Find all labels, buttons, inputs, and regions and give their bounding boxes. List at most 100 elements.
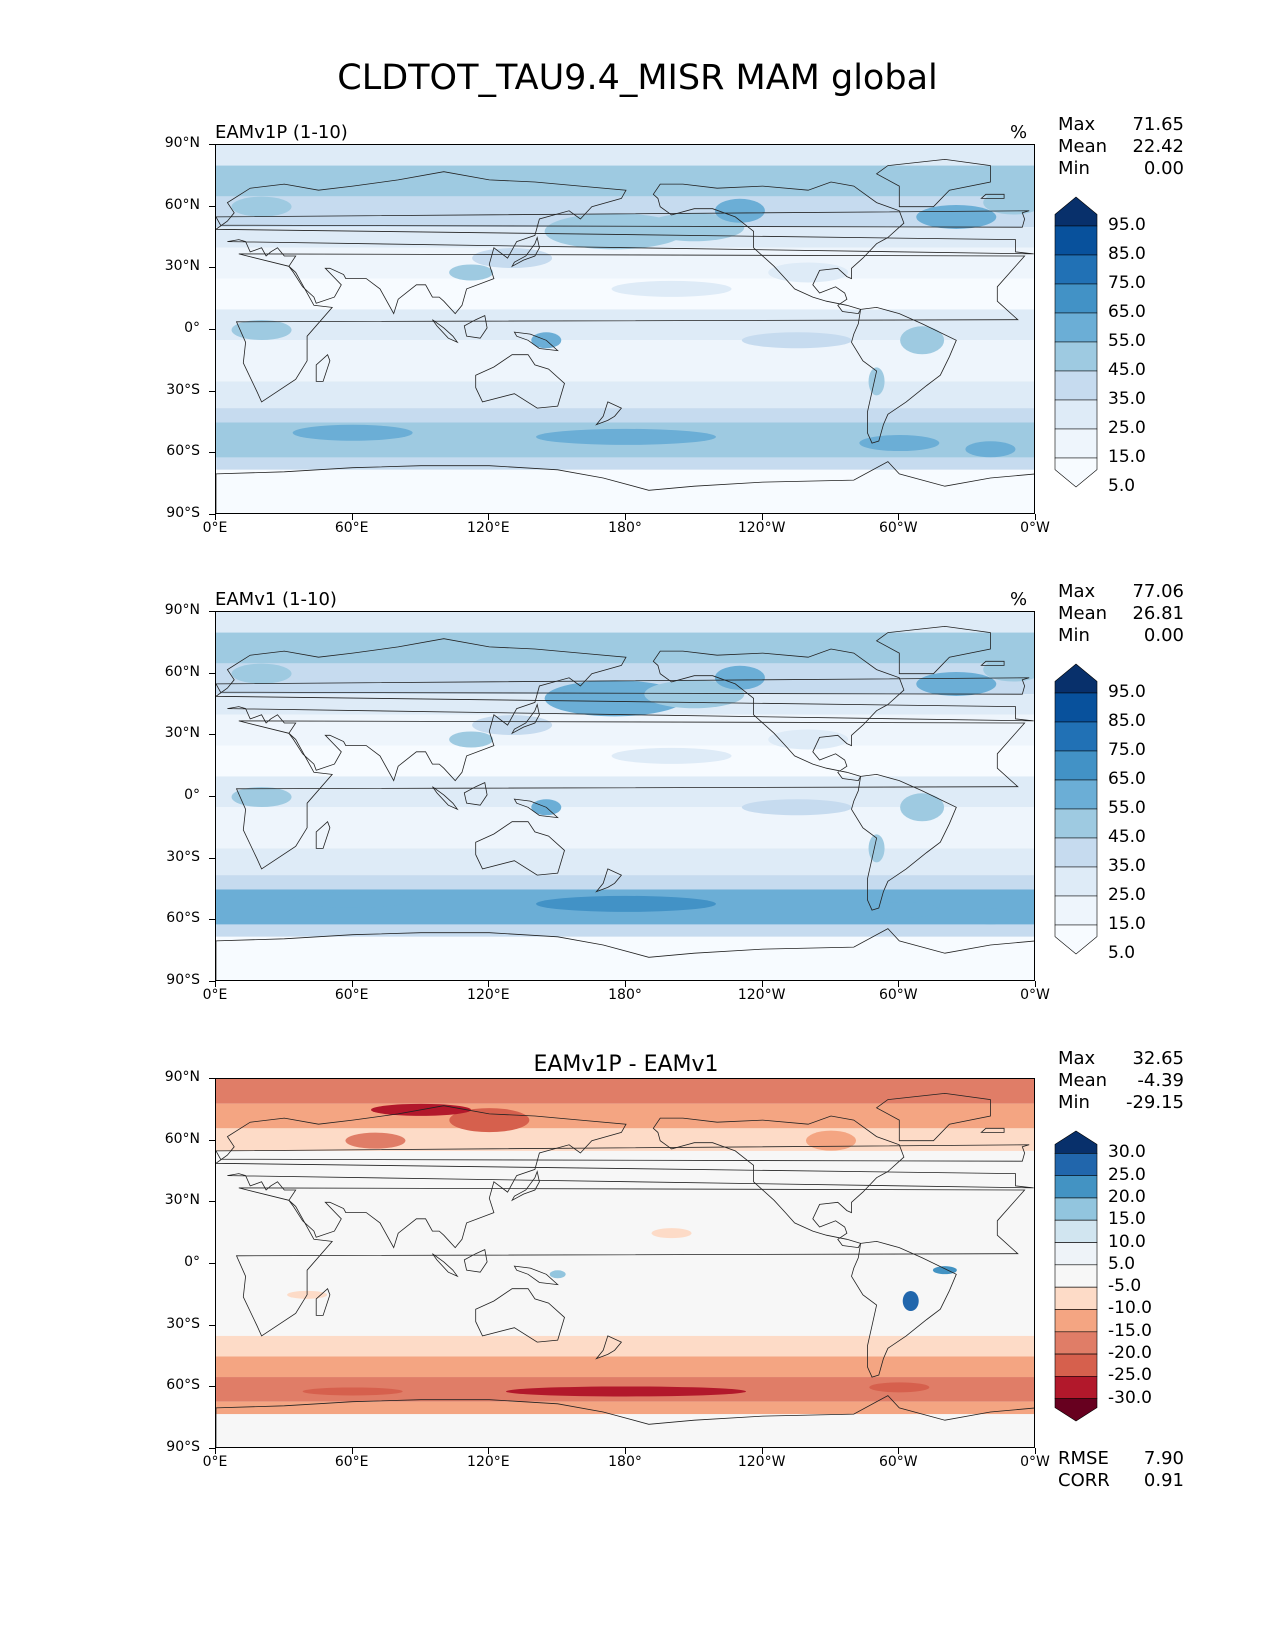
cloud-region [231,787,292,807]
max-label: Max [1058,1048,1096,1069]
colorbar-label: 85.0 [1108,711,1146,731]
x-tick [488,514,490,520]
x-tick [351,981,353,987]
diff-band [216,1356,1034,1378]
cloud-band [216,924,1034,937]
lat-tick-label: 0° [184,787,200,803]
colorbar-label: -30.0 [1108,1387,1152,1408]
lat-tick-label: 0° [184,1254,200,1270]
colorbar-segment [1054,663,1098,694]
colorbar-label: 45.0 [1108,827,1146,847]
coastline [851,1240,957,1378]
coastline [475,821,565,876]
stats-block: Max 32.65 Mean -4.39 Min -29.15 [1058,1048,1184,1114]
x-tick [625,1448,626,1454]
colorbar-segment [1054,370,1098,401]
lon-tick-label: 60°E [334,1454,369,1470]
lat-tick-label: 90°S [166,972,200,988]
panel-eamv1: EAMv1 (1-10) % Max 77.06 Mean 26.81 Min 0.0… [0,581,1275,1059]
coastline [851,773,957,911]
colorbar-label: 20.0 [1108,1186,1146,1207]
colorbar-segment [1054,1219,1098,1243]
x-tick [898,981,900,987]
lat-tick-label: 60°N [164,663,200,680]
y-tick [209,734,215,736]
colorbar-label: 30.0 [1108,1142,1146,1163]
stats-block: Max 77.06 Mean 26.81 Min 0.00 [1058,581,1184,647]
cloud-region [231,320,292,340]
x-tick [761,514,763,520]
colorbar-segment [1054,1197,1098,1221]
lon-tick-label: 0°W [1020,1454,1050,1470]
lon-tick-label: 0°E [202,520,228,536]
cloud-band [216,340,1034,382]
colorbar-svg [1054,1130,1098,1422]
mean-value: -4.39 [1137,1070,1184,1091]
min-label: Min [1058,1092,1090,1113]
colorbar-segment [1054,866,1098,897]
colorbar-segment [1054,312,1098,343]
coastline [652,648,905,782]
cloud-region [292,891,413,908]
colorbar-segment [1054,399,1098,430]
lon-tick-label: 60°W [878,987,918,1003]
map-field [216,612,1034,980]
units-label: % [1010,122,1028,143]
lat-tick-label: 0° [184,320,200,336]
lon-tick-label: 120°W [737,987,786,1003]
colorbar-label: 15.0 [1108,1209,1146,1230]
colorbar-label: 45.0 [1108,360,1146,380]
coastline [513,798,559,819]
lon-tick-label: 0°E [202,987,228,1003]
x-tick [898,1448,900,1454]
min-label: Min [1058,625,1090,646]
colorbar-label: -25.0 [1108,1365,1152,1386]
cloud-region [965,441,1016,458]
colorbar-label: 5.0 [1108,1253,1136,1274]
colorbar-segment [1054,1376,1098,1399]
colorbar-label: 35.0 [1108,389,1146,409]
mean-value: 22.42 [1132,136,1184,157]
colorbar-label: 55.0 [1108,798,1146,818]
y-tick [209,672,215,674]
coastline [216,1105,1034,1249]
colorbar-svg [1054,196,1098,488]
y-tick [209,329,215,330]
colorbar-label: 5.0 [1108,943,1136,963]
cloud-region [217,167,398,184]
cloud-region [644,680,745,709]
y-tick [209,267,215,269]
x-tick [215,1448,216,1454]
corr-value: 0.91 [1143,1470,1184,1491]
colorbar-segment [1054,1398,1098,1422]
y-tick [209,144,215,145]
lat-tick-label: 60°S [166,910,200,927]
map-field [216,1079,1034,1447]
y-tick [209,1324,215,1326]
map-plot [215,1078,1035,1448]
x-tick [625,514,626,520]
lat-tick-label: 30°N [164,1192,200,1209]
x-tick [1035,1448,1036,1454]
lon-tick-label: 0°W [1020,987,1050,1003]
units-label: % [1010,589,1028,610]
cloud-band [216,278,1034,310]
panel-eamv1p: EAMv1P (1-10) % Max 71.65 Mean 22.42 Min 0.… [0,114,1275,592]
colorbar-label: 25.0 [1108,1164,1146,1185]
colorbar-segment [1054,254,1098,285]
colorbar-label: -20.0 [1108,1343,1152,1364]
y-tick [209,390,215,392]
cloud-region [859,902,940,919]
lon-tick-label: 120°E [467,987,510,1003]
cloud-band [216,457,1034,470]
colorbar-segment [1054,1309,1098,1333]
mean-label: Mean [1058,136,1108,157]
x-tick [898,514,900,520]
cloud-region [611,747,732,764]
coastline [875,1092,991,1142]
lon-tick-label: 180° [608,1454,642,1470]
x-tick [351,514,353,520]
coastline [216,461,1034,513]
cloud-region [449,731,494,748]
colorbar-label: 5.0 [1108,476,1136,496]
